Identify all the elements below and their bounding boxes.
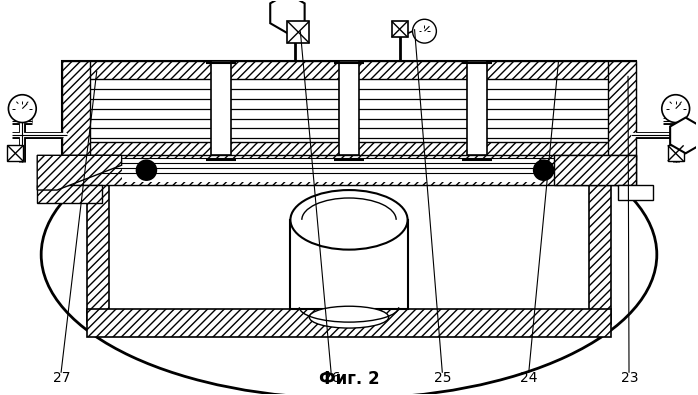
Bar	[70, 142, 628, 160]
Bar	[87, 309, 611, 337]
Bar	[62, 61, 90, 160]
Bar	[70, 61, 628, 79]
Bar	[37, 185, 102, 203]
Bar	[8, 145, 23, 161]
Text: 23: 23	[621, 371, 639, 385]
Bar	[288, 21, 309, 43]
Ellipse shape	[41, 111, 657, 395]
Bar	[211, 61, 231, 155]
Bar	[668, 145, 683, 161]
Bar	[62, 155, 636, 185]
Bar	[467, 61, 487, 155]
Text: 27: 27	[52, 371, 70, 385]
Bar	[290, 220, 408, 309]
Bar	[121, 158, 539, 182]
Bar	[589, 165, 611, 324]
Bar	[392, 21, 408, 37]
Circle shape	[8, 95, 36, 122]
Circle shape	[137, 160, 156, 180]
Ellipse shape	[309, 306, 389, 328]
Bar	[62, 155, 636, 185]
Bar	[608, 61, 636, 160]
Text: 25: 25	[434, 371, 452, 385]
Circle shape	[662, 95, 690, 122]
Text: Фиг. 2: Фиг. 2	[319, 370, 379, 388]
Polygon shape	[37, 155, 121, 190]
Polygon shape	[554, 155, 636, 185]
Bar	[618, 185, 653, 200]
Text: 24: 24	[521, 371, 538, 385]
Bar	[87, 165, 109, 324]
Bar	[339, 61, 359, 155]
Ellipse shape	[290, 190, 408, 250]
Text: 26: 26	[323, 371, 341, 385]
Circle shape	[413, 19, 436, 43]
Circle shape	[534, 160, 554, 180]
Bar	[62, 61, 636, 160]
